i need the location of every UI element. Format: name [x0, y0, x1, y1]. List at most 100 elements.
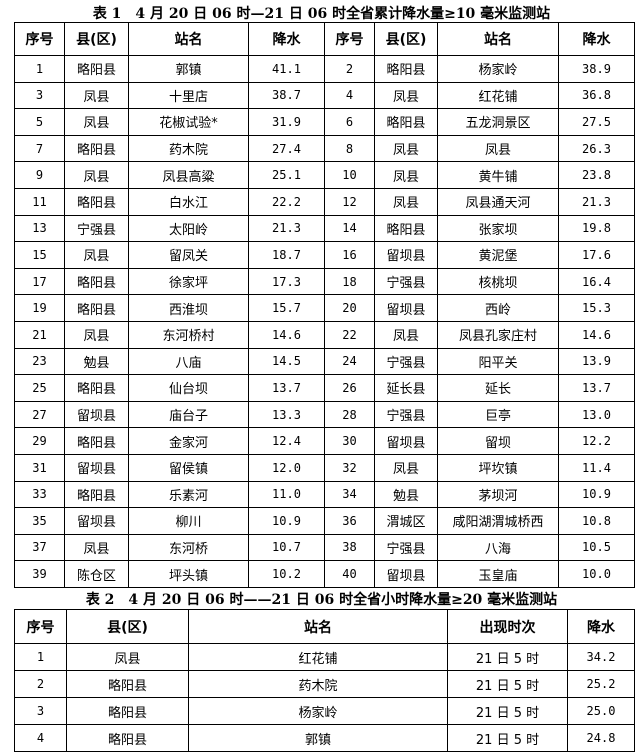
column-header: 出现时次	[447, 609, 568, 644]
table-row: 29 略阳县 金家河 12.4 30 留坝县 留坝 12.2	[14, 427, 635, 455]
table-cell: 24.8	[567, 724, 635, 752]
table-cell: 红花铺	[188, 643, 448, 671]
table-cell: 宁强县	[374, 533, 438, 562]
table-cell: 药木院	[188, 670, 448, 698]
table-cell: 35	[14, 507, 65, 535]
table-cell: 略阳县	[66, 697, 189, 725]
table-cell: 4	[14, 724, 67, 752]
table-cell: 17.6	[558, 241, 635, 269]
table-cell: 25.2	[567, 670, 635, 698]
table-cell: 略阳县	[64, 55, 129, 83]
table-cell: 核桃坝	[437, 267, 559, 296]
table-row: 23 勉县 八庙 14.5 24 宁强县 阳平关 13.9	[14, 347, 635, 376]
column-header: 序号	[14, 22, 65, 56]
table-cell: 21.3	[558, 187, 635, 216]
table-cell: 10.5	[558, 533, 635, 562]
table-cell: 25.1	[248, 161, 325, 189]
table-cell: 略阳县	[374, 108, 438, 136]
table2-title: 表 2 4 月 20 日 06 时——21 日 06 时全省小时降水量≥20 毫…	[85, 592, 558, 608]
table-cell: 略阳县	[66, 670, 189, 698]
table-cell: 21 日 5 时	[447, 670, 568, 698]
table-cell: 10.2	[248, 560, 325, 588]
table-row: 1 凤县 红花铺 21 日 5 时 34.2	[14, 643, 635, 671]
table-cell: 1	[14, 643, 67, 671]
table-cell: 陈仓区	[64, 560, 129, 588]
table-cell: 11.0	[248, 480, 325, 509]
table-cell: 勉县	[64, 347, 129, 376]
column-header: 站名	[128, 22, 249, 56]
table-cell: 凤县	[64, 161, 129, 189]
table-cell: 凤县高粱	[128, 161, 249, 189]
table-cell: 7	[14, 134, 65, 163]
table-cell: 坪头镇	[128, 560, 249, 588]
table-cell: 郭镇	[128, 55, 249, 83]
table-cell: 39	[14, 560, 65, 588]
table-cell: 17	[14, 267, 65, 296]
table-row: 27 留坝县 庙台子 13.3 28 宁强县 巨亭 13.0	[14, 400, 635, 429]
table-cell: 留坝县	[374, 427, 438, 455]
table-cell: 玉皇庙	[437, 560, 559, 588]
table-row: 4 略阳县 郭镇 21 日 5 时 24.8	[14, 724, 635, 752]
table-cell: 凤县	[374, 134, 438, 163]
table-cell: 18.7	[248, 241, 325, 269]
table-cell: 略阳县	[64, 267, 129, 296]
table-cell: 31	[14, 453, 65, 482]
table-cell: 略阳县	[64, 294, 129, 322]
table-cell: 2	[324, 55, 375, 83]
column-header: 序号	[324, 22, 375, 56]
table-row: 21 凤县 东河桥村 14.6 22 凤县 凤县孔家庄村 14.6	[14, 320, 635, 349]
table-cell: 凤县	[374, 453, 438, 482]
table-cell: 留坝	[437, 427, 559, 455]
table-cell: 凤县	[64, 533, 129, 562]
table-cell: 40	[324, 560, 375, 588]
table-cell: 留坝县	[374, 294, 438, 322]
table-cell: 西岭	[437, 294, 559, 322]
table-cell: 13.0	[558, 400, 635, 429]
table-cell: 留坝县	[64, 400, 129, 429]
table-cell: 凤县	[374, 187, 438, 216]
table-cell: 凤县通天河	[437, 187, 559, 216]
table-cell: 36	[324, 507, 375, 535]
table-cell: 21.3	[248, 214, 325, 243]
table-cell: 38.7	[248, 81, 325, 110]
table-cell: 略阳县	[66, 724, 189, 752]
table-cell: 红花铺	[437, 81, 559, 110]
table-cell: 仙台坝	[128, 374, 249, 402]
table-cell: 柳川	[128, 507, 249, 535]
table-cell: 19.8	[558, 214, 635, 243]
table-cell: 黄泥堡	[437, 241, 559, 269]
table-cell: 乐素河	[128, 480, 249, 509]
table-cell: 药木院	[128, 134, 249, 163]
table-cell: 13.3	[248, 400, 325, 429]
table-cell: 26.3	[558, 134, 635, 163]
table-cell: 11	[14, 187, 65, 216]
table-row: 37 凤县 东河桥 10.7 38 宁强县 八海 10.5	[14, 533, 635, 562]
table-row: 15 凤县 留凤关 18.7 16 留坝县 黄泥堡 17.6	[14, 241, 635, 269]
table-cell: 勉县	[374, 480, 438, 509]
table-cell: 西淮坝	[128, 294, 249, 322]
table-cell: 22	[324, 320, 375, 349]
table-cell: 太阳岭	[128, 214, 249, 243]
table-cell: 34.2	[567, 643, 635, 671]
table-row: 11 略阳县 白水江 22.2 12 凤县 凤县通天河 21.3	[14, 187, 635, 216]
table-cell: 23	[14, 347, 65, 376]
table-cell: 16.4	[558, 267, 635, 296]
column-header: 县(区)	[374, 22, 438, 56]
table-cell: 3	[14, 697, 67, 725]
table-cell: 延长	[437, 374, 559, 402]
table-cell: 6	[324, 108, 375, 136]
table-cell: 留坝县	[64, 453, 129, 482]
table-cell: 19	[14, 294, 65, 322]
table-cell: 18	[324, 267, 375, 296]
table-cell: 3	[14, 81, 65, 110]
table-row: 17 略阳县 徐家坪 17.3 18 宁强县 核桃坝 16.4	[14, 267, 635, 296]
table-cell: 13.7	[248, 374, 325, 402]
table-cell: 11.4	[558, 453, 635, 482]
table-cell: 渭城区	[374, 507, 438, 535]
table-cell: 略阳县	[374, 55, 438, 83]
table-cell: 32	[324, 453, 375, 482]
table-cell: 4	[324, 81, 375, 110]
table-row: 13 宁强县 太阳岭 21.3 14 略阳县 张家坝 19.8	[14, 214, 635, 243]
table1-header-row: 序号 县(区) 站名 降水 序号 县(区) 站名 降水	[14, 22, 635, 56]
table-cell: 宁强县	[374, 400, 438, 429]
